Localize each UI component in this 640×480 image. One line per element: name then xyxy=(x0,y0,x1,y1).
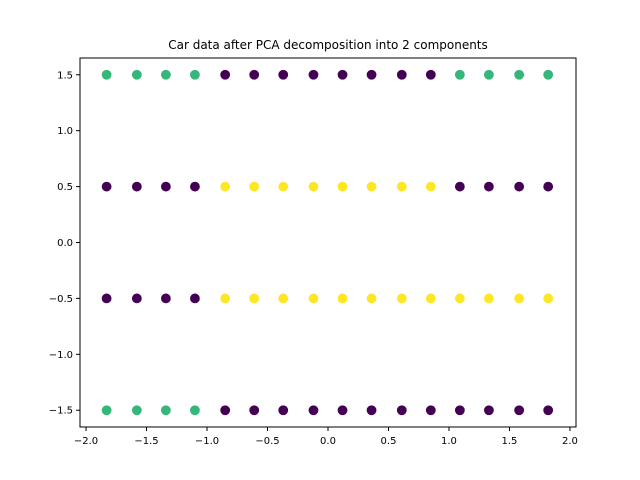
data-point xyxy=(366,405,377,416)
x-tick-label: −1.5 xyxy=(134,436,158,447)
data-point xyxy=(543,181,554,192)
y-tick-label: 0.0 xyxy=(57,238,73,249)
data-point xyxy=(425,69,436,80)
x-tick-label: 0.0 xyxy=(320,436,336,447)
data-point xyxy=(190,405,200,416)
data-point xyxy=(101,69,112,80)
data-point xyxy=(190,181,200,192)
y-tick-label: 1.0 xyxy=(57,126,73,137)
data-point xyxy=(101,405,112,416)
y-tick-label: 0.5 xyxy=(57,182,73,193)
data-point xyxy=(366,181,377,192)
data-points xyxy=(101,69,554,416)
data-point xyxy=(543,293,554,304)
data-point xyxy=(366,293,377,304)
data-point xyxy=(396,181,407,192)
data-point xyxy=(160,293,171,304)
y-tick-label: 1.5 xyxy=(57,70,73,81)
data-point xyxy=(101,181,112,192)
data-point xyxy=(278,181,289,192)
data-point xyxy=(514,405,525,416)
data-point xyxy=(514,181,525,192)
data-point xyxy=(454,293,465,304)
data-point xyxy=(337,69,348,80)
data-point xyxy=(101,293,112,304)
data-point xyxy=(337,405,348,416)
data-point xyxy=(396,405,407,416)
data-point xyxy=(190,293,200,304)
data-point xyxy=(337,181,348,192)
x-axis: −2.0 −1.5 −1.0 −0.5 0.0 0.5 1.0 1.5 2.0 xyxy=(74,427,578,447)
data-point xyxy=(308,181,319,192)
data-point xyxy=(308,69,319,80)
x-tick-label: −0.5 xyxy=(255,436,279,447)
x-tick-label: 1.5 xyxy=(502,436,518,447)
y-tick-label: −1.0 xyxy=(49,350,73,361)
data-point xyxy=(131,405,142,416)
data-point xyxy=(396,293,407,304)
data-point xyxy=(220,181,231,192)
data-point xyxy=(454,405,465,416)
x-tick-label: −2.0 xyxy=(74,436,98,447)
data-point xyxy=(249,69,260,80)
data-point xyxy=(337,293,348,304)
data-point xyxy=(543,405,554,416)
data-point xyxy=(249,405,260,416)
data-point xyxy=(131,69,142,80)
data-point xyxy=(308,405,319,416)
data-point xyxy=(483,405,494,416)
y-tick-label: −1.5 xyxy=(49,406,73,417)
data-point xyxy=(220,293,231,304)
x-tick-label: 0.5 xyxy=(381,436,397,447)
data-point xyxy=(249,181,260,192)
data-point xyxy=(454,69,465,80)
data-point xyxy=(278,69,289,80)
data-point xyxy=(160,181,171,192)
data-point xyxy=(366,69,377,80)
data-point xyxy=(131,293,142,304)
y-tick-label: −0.5 xyxy=(49,294,73,305)
data-point xyxy=(396,69,407,80)
y-axis: −1.5 −1.0 −0.5 0.0 0.5 1.0 1.5 xyxy=(49,70,80,417)
data-point xyxy=(483,181,494,192)
x-tick-label: −1.0 xyxy=(195,436,219,447)
data-point xyxy=(483,69,494,80)
data-point xyxy=(220,405,231,416)
data-point xyxy=(514,69,525,80)
data-point xyxy=(425,181,436,192)
x-tick-label: 1.0 xyxy=(441,436,457,447)
chart-title: Car data after PCA decomposition into 2 … xyxy=(168,38,488,52)
data-point xyxy=(425,293,436,304)
data-point xyxy=(278,405,289,416)
data-point xyxy=(454,181,465,192)
data-point xyxy=(131,181,142,192)
data-point xyxy=(308,293,319,304)
data-point xyxy=(160,69,171,80)
data-point xyxy=(190,69,200,80)
data-point xyxy=(543,69,554,80)
data-point xyxy=(220,69,231,80)
data-point xyxy=(249,293,260,304)
x-tick-label: 2.0 xyxy=(562,436,578,447)
data-point xyxy=(278,293,289,304)
data-point xyxy=(483,293,494,304)
data-point xyxy=(425,405,436,416)
data-point xyxy=(160,405,171,416)
data-point xyxy=(514,293,525,304)
